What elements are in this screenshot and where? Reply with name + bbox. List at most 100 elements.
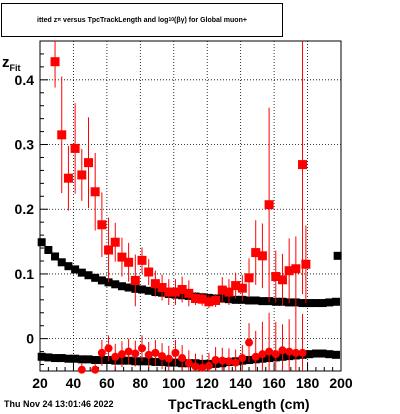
x-tick-label: 20 bbox=[32, 375, 48, 391]
data-point bbox=[211, 356, 220, 364]
x-tick-label: 40 bbox=[66, 375, 82, 391]
data-point bbox=[333, 251, 342, 260]
y-axis-label-sub: Fit bbox=[9, 63, 21, 73]
data-point bbox=[117, 350, 126, 359]
data-point bbox=[318, 349, 327, 358]
data-point bbox=[331, 350, 340, 359]
x-tick-label: 200 bbox=[329, 375, 353, 391]
data-point bbox=[130, 275, 140, 285]
data-point bbox=[131, 349, 140, 358]
data-point bbox=[144, 350, 153, 359]
data-point bbox=[298, 348, 307, 357]
data-point bbox=[57, 258, 66, 267]
data-point bbox=[224, 357, 233, 366]
data-point bbox=[204, 297, 214, 307]
data-point bbox=[244, 273, 254, 283]
data-point bbox=[97, 348, 106, 357]
data-point bbox=[44, 353, 53, 362]
x-tick-label: 160 bbox=[262, 375, 286, 391]
data-point bbox=[184, 288, 194, 298]
data-point bbox=[91, 356, 100, 364]
footer-date: Thu Nov 24 13:01:46 2022 bbox=[4, 399, 114, 409]
data-point bbox=[291, 348, 300, 357]
data-point bbox=[57, 130, 67, 140]
data-point bbox=[298, 160, 308, 170]
data-point bbox=[91, 273, 100, 282]
data-point bbox=[37, 238, 46, 247]
y-tick-label: 0.2 bbox=[15, 201, 35, 217]
data-point bbox=[264, 200, 274, 210]
data-point bbox=[231, 281, 241, 291]
data-point bbox=[83, 158, 93, 168]
data-point bbox=[284, 266, 294, 276]
data-point bbox=[37, 352, 46, 361]
data-point bbox=[211, 295, 221, 305]
data-point bbox=[237, 283, 247, 293]
data-point bbox=[117, 252, 127, 262]
x-tick-label: 180 bbox=[296, 375, 320, 391]
y-tick-label: 0.1 bbox=[15, 266, 35, 282]
data-point bbox=[231, 358, 240, 367]
data-point bbox=[137, 255, 147, 265]
data-point bbox=[305, 350, 314, 359]
data-point bbox=[70, 143, 80, 153]
x-tick-label: 80 bbox=[133, 375, 149, 391]
data-point bbox=[251, 296, 260, 305]
title-text-e: 10 bbox=[168, 17, 175, 23]
data-point bbox=[305, 299, 314, 308]
data-point bbox=[77, 355, 86, 364]
data-point bbox=[301, 259, 311, 269]
data-point bbox=[178, 354, 187, 363]
data-point bbox=[311, 349, 320, 358]
data-point bbox=[91, 365, 100, 374]
data-point bbox=[285, 347, 294, 356]
data-point bbox=[138, 285, 147, 294]
data-point bbox=[318, 299, 327, 308]
data-point bbox=[71, 265, 80, 274]
data-point bbox=[325, 350, 334, 359]
data-point bbox=[245, 338, 254, 347]
data-point bbox=[144, 267, 154, 277]
data-point bbox=[77, 268, 86, 277]
data-point bbox=[111, 280, 120, 289]
data-point bbox=[251, 352, 260, 361]
data-point bbox=[204, 361, 213, 370]
data-point bbox=[197, 294, 207, 304]
x-tick-label: 120 bbox=[196, 375, 220, 391]
y-tick-label: 0 bbox=[26, 331, 34, 347]
data-point bbox=[311, 299, 320, 308]
data-point bbox=[198, 363, 207, 372]
data-point bbox=[218, 356, 227, 365]
data-point bbox=[44, 246, 53, 254]
data-point bbox=[257, 251, 267, 261]
y-axis-label-main: z bbox=[2, 54, 10, 71]
data-point bbox=[104, 245, 114, 255]
x-tick-label: 60 bbox=[99, 375, 115, 391]
data-point bbox=[57, 354, 66, 363]
data-point bbox=[217, 285, 227, 295]
y-tick-label: 0.4 bbox=[15, 72, 35, 88]
data-point bbox=[97, 276, 106, 285]
data-point bbox=[64, 354, 73, 363]
data-point bbox=[271, 272, 281, 282]
data-point bbox=[291, 264, 301, 274]
x-tick-label: 140 bbox=[229, 375, 253, 391]
data-point bbox=[124, 347, 133, 356]
data-point bbox=[64, 262, 73, 271]
data-point bbox=[124, 257, 134, 267]
title-text-f: (βγ) for Global muon+ bbox=[174, 16, 247, 24]
data-point bbox=[238, 354, 247, 363]
data-point bbox=[245, 296, 254, 305]
data-point bbox=[50, 57, 60, 67]
data-point bbox=[258, 297, 267, 306]
data-point bbox=[84, 355, 93, 364]
data-point bbox=[90, 187, 100, 197]
y-tick-label: 0.3 bbox=[15, 137, 35, 153]
data-point bbox=[231, 295, 240, 304]
data-point bbox=[104, 344, 113, 353]
x-tick-label: 100 bbox=[162, 375, 186, 391]
data-point bbox=[110, 237, 120, 247]
data-point bbox=[117, 282, 126, 291]
